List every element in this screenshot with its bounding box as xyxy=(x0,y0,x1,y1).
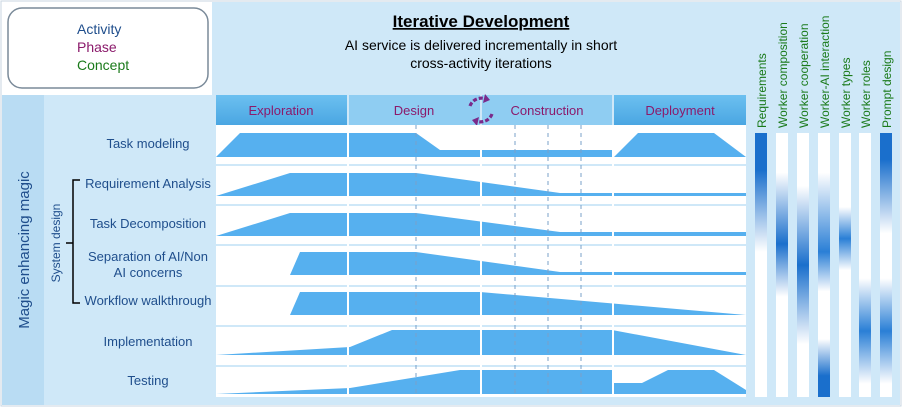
diagram-subtitle-line1: AI service is delivered incrementally in… xyxy=(345,37,617,53)
side-group-panel xyxy=(2,95,44,405)
phase-bar-exploration xyxy=(216,95,347,125)
concept-label-worker-roles: Worker roles xyxy=(859,60,873,128)
concept-label-worker-types: Worker types xyxy=(839,58,853,128)
phase-bar-construction xyxy=(482,95,612,125)
curve-task-modeling xyxy=(216,133,612,157)
legend-activity: Activity xyxy=(77,21,121,37)
activity-label-implementation: Implementation xyxy=(104,334,193,349)
concept-label-worker-cooperation: Worker cooperation xyxy=(797,24,811,129)
side-group-label: Magic enhancing magic xyxy=(16,171,33,329)
phase-label-deployment: Deployment xyxy=(645,103,715,118)
curve-separation-concerns xyxy=(290,252,746,275)
activity-label-requirement-analysis: Requirement Analysis xyxy=(85,176,211,191)
legend-phase: Phase xyxy=(77,39,117,55)
concept-bar-worker-ai-interaction xyxy=(818,133,830,397)
diagram-title: Iterative Development xyxy=(393,12,570,31)
phase-label-design: Design xyxy=(394,103,434,118)
concept-bar-worker-composition xyxy=(776,133,788,397)
curve-testing xyxy=(216,370,612,394)
activity-label-task-modeling: Task modeling xyxy=(106,136,189,151)
legend-box xyxy=(7,7,209,89)
activity-label-separation-line2: AI concerns xyxy=(114,265,183,280)
activity-label-task-decomposition: Task Decomposition xyxy=(90,216,206,231)
concept-label-requirements: Requirements xyxy=(755,53,769,128)
activity-label-separation-line1: Separation of AI/Non xyxy=(88,249,208,264)
curve-testing-deploy xyxy=(614,370,746,394)
diagram-subtitle-line2: cross-activity iterations xyxy=(410,55,552,71)
iteration-cycle-icon xyxy=(468,94,494,126)
activity-label-testing: Testing xyxy=(127,373,168,388)
concept-bar-prompt-design xyxy=(880,133,892,397)
system-design-bracket xyxy=(66,179,80,304)
header-panel xyxy=(212,2,748,95)
concept-label-prompt-design: Prompt design xyxy=(880,51,894,128)
legend-concept: Concept xyxy=(77,57,129,73)
phase-label-exploration: Exploration xyxy=(248,103,313,118)
concept-bar-worker-types xyxy=(839,133,851,397)
phase-bar-deployment xyxy=(614,95,746,125)
concept-label-worker-ai-interaction: Worker-AI interaction xyxy=(818,16,832,128)
system-design-label: System design xyxy=(49,204,63,283)
concept-bar-worker-cooperation xyxy=(797,133,809,397)
concept-bar-requirements xyxy=(755,133,767,397)
concept-label-worker-composition: Worker composition xyxy=(776,22,790,128)
phase-label-construction: Construction xyxy=(511,103,584,118)
concept-bar-worker-roles xyxy=(859,133,871,397)
curve-task-modeling-deploy xyxy=(614,133,746,157)
activity-label-workflow-walkthrough: Workflow walkthrough xyxy=(85,293,212,308)
phase-bar-design xyxy=(349,95,480,125)
curve-workflow-walkthrough xyxy=(290,292,746,315)
